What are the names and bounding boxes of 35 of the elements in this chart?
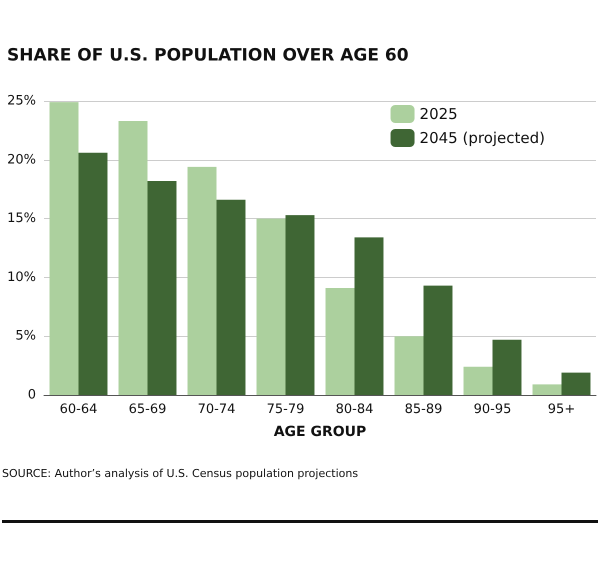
bar [354, 237, 384, 395]
bar [50, 102, 78, 395]
y-tick-label: 5% [15, 328, 36, 344]
bar [78, 152, 108, 395]
x-tick-label: 85-89 [404, 402, 442, 417]
x-tick-label: 75-79 [266, 402, 304, 417]
bar [424, 286, 452, 395]
y-tick-label: 0 [28, 388, 36, 402]
bar [492, 340, 522, 395]
legend-label: 2045 (projected) [420, 129, 546, 147]
bar [286, 215, 314, 395]
bar [464, 366, 492, 395]
bar [148, 180, 176, 395]
x-tick-label: 80-84 [336, 402, 374, 417]
legend-label: 2025 [420, 105, 458, 123]
bar [562, 372, 590, 395]
bar [118, 120, 148, 395]
y-tick-label: 15% [7, 211, 36, 226]
x-axis-title: AGE GROUP [274, 424, 366, 440]
bar [394, 336, 424, 395]
x-tick-label: 95+ [548, 402, 576, 417]
bar [256, 218, 286, 395]
bar [326, 288, 354, 395]
source-note: SOURCE: Author’s analysis of U.S. Census population projections [2, 467, 358, 480]
y-tick-label: 25% [7, 94, 36, 108]
bar [216, 200, 246, 395]
x-tick-label: 70-74 [198, 402, 236, 417]
x-tick-label: 60-64 [60, 402, 98, 417]
x-tick-label: 65-69 [128, 402, 166, 417]
chart-title: SHARE OF U.S. POPULATION OVER AGE 60 [7, 46, 409, 66]
y-tick-label: 10% [7, 270, 36, 285]
x-tick-label: 90-95 [474, 402, 512, 417]
y-tick-label: 20% [7, 152, 36, 168]
bar [532, 384, 562, 395]
bar [188, 166, 216, 395]
